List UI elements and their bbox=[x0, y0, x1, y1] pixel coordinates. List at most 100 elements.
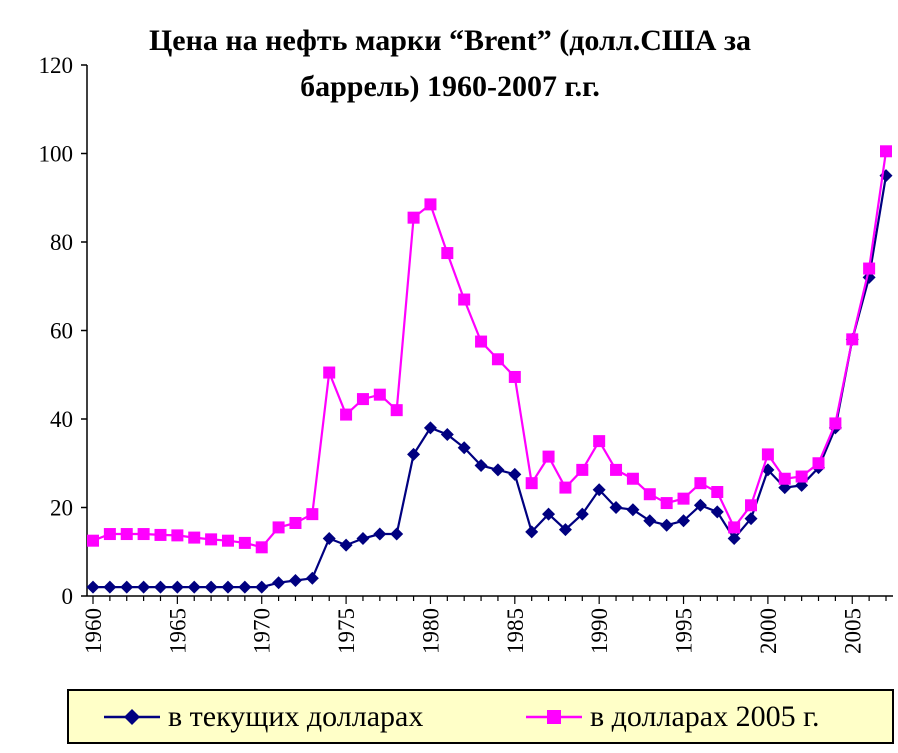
data-point bbox=[508, 370, 521, 383]
data-point bbox=[221, 534, 234, 547]
data-point bbox=[795, 470, 808, 483]
data-point bbox=[458, 293, 471, 306]
series-line-1 bbox=[92, 151, 888, 549]
data-point bbox=[153, 580, 167, 594]
data-point bbox=[660, 518, 674, 532]
data-point bbox=[424, 198, 437, 211]
data-point bbox=[694, 477, 707, 490]
data-point bbox=[440, 427, 454, 441]
data-point bbox=[390, 404, 403, 417]
data-point bbox=[272, 521, 285, 534]
data-point bbox=[356, 393, 369, 406]
data-point bbox=[322, 531, 336, 545]
data-point bbox=[204, 580, 218, 594]
data-point bbox=[711, 486, 724, 499]
data-point bbox=[407, 211, 420, 224]
data-point bbox=[575, 507, 589, 521]
data-point bbox=[289, 516, 302, 529]
data-point bbox=[593, 435, 606, 448]
data-point bbox=[609, 501, 623, 514]
x-tick-label: 2005 bbox=[840, 608, 865, 654]
y-tick-label: 60 bbox=[50, 319, 73, 344]
data-point bbox=[525, 525, 539, 539]
y-tick-label: 100 bbox=[39, 142, 74, 167]
data-point bbox=[171, 529, 184, 542]
legend-swatch-current-dollars bbox=[104, 708, 160, 725]
x-tick-label: 1970 bbox=[250, 608, 275, 654]
x-tick-label: 1985 bbox=[503, 608, 528, 654]
legend-swatch-2005-dollars bbox=[526, 709, 582, 724]
x-tick-label: 1965 bbox=[165, 608, 190, 654]
data-point bbox=[87, 534, 99, 547]
data-point bbox=[475, 335, 488, 348]
data-point bbox=[660, 497, 673, 510]
data-point bbox=[390, 527, 404, 541]
chart-title-line-1: Цена на нефть марки “Brent” (долл.США за bbox=[148, 24, 752, 57]
data-point bbox=[373, 388, 386, 401]
data-point bbox=[137, 580, 151, 594]
y-tick-label: 0 bbox=[62, 584, 74, 609]
data-point bbox=[356, 531, 370, 545]
data-point bbox=[745, 499, 758, 512]
data-point bbox=[744, 512, 758, 526]
legend-label-2005-dollars: в долларах 2005 г. bbox=[590, 699, 820, 733]
line-chart: 0 20 40 60 80 100 120 1960 1965 1970 1975 1980 1985… bbox=[39, 53, 893, 654]
data-point bbox=[491, 353, 504, 366]
data-point bbox=[103, 580, 117, 594]
data-point bbox=[188, 531, 201, 544]
data-point bbox=[407, 447, 421, 461]
series-0 bbox=[86, 169, 893, 594]
data-point bbox=[677, 492, 690, 505]
x-tick-label: 1975 bbox=[334, 608, 359, 654]
data-point bbox=[238, 580, 252, 594]
data-point bbox=[626, 472, 639, 485]
data-point bbox=[373, 527, 387, 541]
data-point bbox=[542, 507, 556, 521]
data-point bbox=[137, 528, 150, 541]
legend-label-current-dollars: в текущих долларах bbox=[168, 699, 424, 733]
data-point bbox=[880, 145, 892, 158]
y-tick-label: 120 bbox=[39, 53, 74, 78]
data-point bbox=[272, 576, 286, 590]
series-1 bbox=[87, 145, 892, 554]
data-point bbox=[693, 498, 707, 512]
data-point bbox=[339, 538, 353, 552]
data-point bbox=[457, 441, 471, 455]
data-point bbox=[812, 457, 825, 470]
data-point bbox=[221, 580, 235, 594]
data-point bbox=[626, 503, 640, 517]
data-point bbox=[238, 536, 251, 549]
data-point bbox=[491, 463, 505, 477]
data-point bbox=[863, 262, 876, 275]
data-point bbox=[170, 580, 184, 594]
data-point bbox=[559, 481, 572, 494]
x-tick-label: 2000 bbox=[756, 608, 781, 654]
data-point bbox=[423, 421, 437, 435]
y-axis-ticks: 0 20 40 60 80 100 120 bbox=[39, 53, 87, 609]
data-point bbox=[154, 528, 167, 541]
data-point bbox=[205, 533, 218, 546]
series-group bbox=[86, 145, 893, 594]
data-point bbox=[829, 417, 842, 430]
data-point bbox=[441, 247, 454, 260]
y-tick-label: 20 bbox=[50, 496, 73, 521]
data-point bbox=[120, 580, 134, 594]
legend-item-current-dollars: в текущих долларах bbox=[102, 691, 423, 742]
chart-title-line-2: баррель) 1960-2007 г.г. bbox=[300, 70, 600, 103]
data-point bbox=[778, 472, 791, 485]
data-point bbox=[525, 477, 538, 490]
y-tick-label: 40 bbox=[50, 407, 73, 432]
y-tick-label: 80 bbox=[50, 230, 73, 255]
data-point bbox=[508, 467, 522, 481]
data-point bbox=[710, 505, 724, 519]
x-tick-label: 1990 bbox=[587, 608, 612, 654]
legend-item-2005-dollars: в долларах 2005 г. bbox=[524, 691, 820, 742]
data-point bbox=[592, 483, 606, 497]
data-point bbox=[340, 408, 353, 421]
data-point bbox=[576, 463, 589, 476]
data-point bbox=[187, 580, 201, 594]
data-point bbox=[761, 448, 774, 461]
data-point bbox=[323, 366, 336, 379]
data-point bbox=[677, 514, 691, 528]
data-point bbox=[610, 463, 623, 476]
